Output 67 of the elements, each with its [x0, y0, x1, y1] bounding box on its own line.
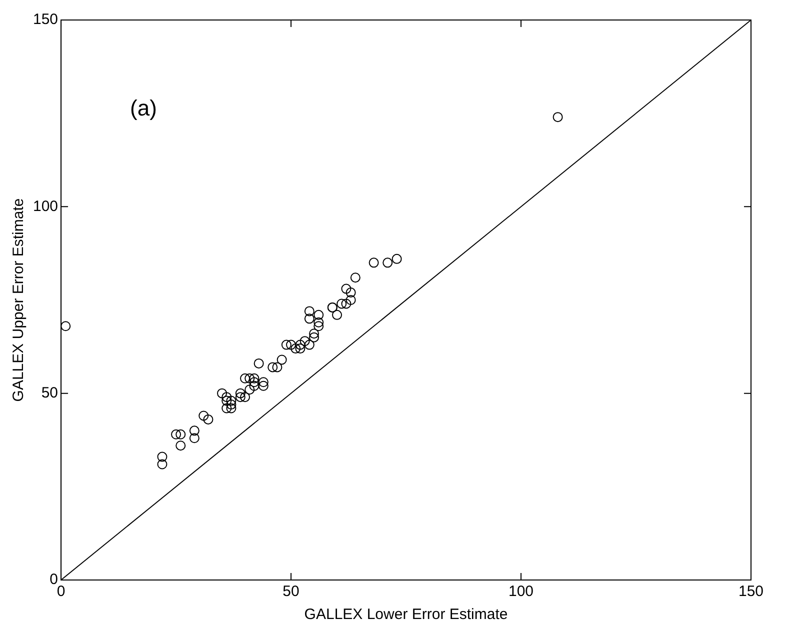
point: [258, 377, 268, 388]
point: [552, 112, 563, 122]
point: [341, 284, 352, 294]
point: [268, 362, 278, 372]
point: [222, 403, 232, 414]
point: [295, 344, 306, 354]
point: [198, 410, 209, 421]
point: [304, 314, 314, 324]
point: [176, 429, 186, 440]
point: [249, 377, 260, 388]
point: [336, 298, 347, 309]
point: [226, 396, 236, 406]
point: [309, 332, 320, 342]
point: [341, 298, 352, 309]
point: [392, 254, 402, 264]
point: [281, 340, 292, 350]
y-tick-label: 50: [41, 384, 58, 402]
point: [249, 373, 260, 384]
point: [157, 459, 168, 470]
y-tick-label: 0: [50, 571, 58, 588]
point: [189, 433, 200, 444]
point: [240, 392, 250, 402]
point: [222, 396, 232, 406]
point: [217, 388, 228, 398]
point: [244, 384, 255, 395]
point: [332, 310, 342, 320]
y-tick-label: 100: [32, 198, 58, 215]
x-tick-label: 100: [508, 583, 534, 600]
point: [286, 340, 296, 350]
x-axis-title: GALLEX Lower Error Estimate: [304, 606, 508, 624]
point: [222, 392, 232, 402]
point: [300, 336, 310, 346]
y-tick-label: 150: [32, 11, 58, 28]
point: [304, 306, 314, 316]
point: [203, 414, 214, 424]
point: [346, 288, 356, 298]
point: [314, 317, 324, 328]
point: [235, 388, 246, 398]
point: [189, 426, 200, 436]
point: [249, 380, 260, 391]
point: [235, 392, 246, 402]
point: [314, 321, 324, 332]
x-tick-label: 150: [738, 583, 764, 600]
point: [309, 328, 320, 339]
point: [254, 358, 264, 368]
annotation: (a): [130, 96, 157, 121]
point: [272, 362, 282, 372]
point: [258, 380, 268, 391]
x-tick-label: 50: [282, 583, 300, 600]
point: [304, 340, 314, 350]
point: [295, 340, 306, 350]
point: [176, 440, 186, 451]
point: [226, 400, 236, 410]
point: [157, 452, 168, 462]
point: [61, 321, 71, 332]
point: [240, 373, 250, 384]
point: [244, 373, 255, 384]
point: [226, 403, 236, 414]
point: [290, 344, 301, 354]
point: [350, 272, 360, 283]
point: [314, 310, 324, 320]
point: [382, 258, 393, 268]
y-axis-title: GALLEX Upper Error Estimate: [10, 198, 28, 402]
point: [368, 258, 379, 268]
point: [276, 354, 287, 365]
point: [346, 295, 356, 305]
point: [171, 429, 182, 440]
